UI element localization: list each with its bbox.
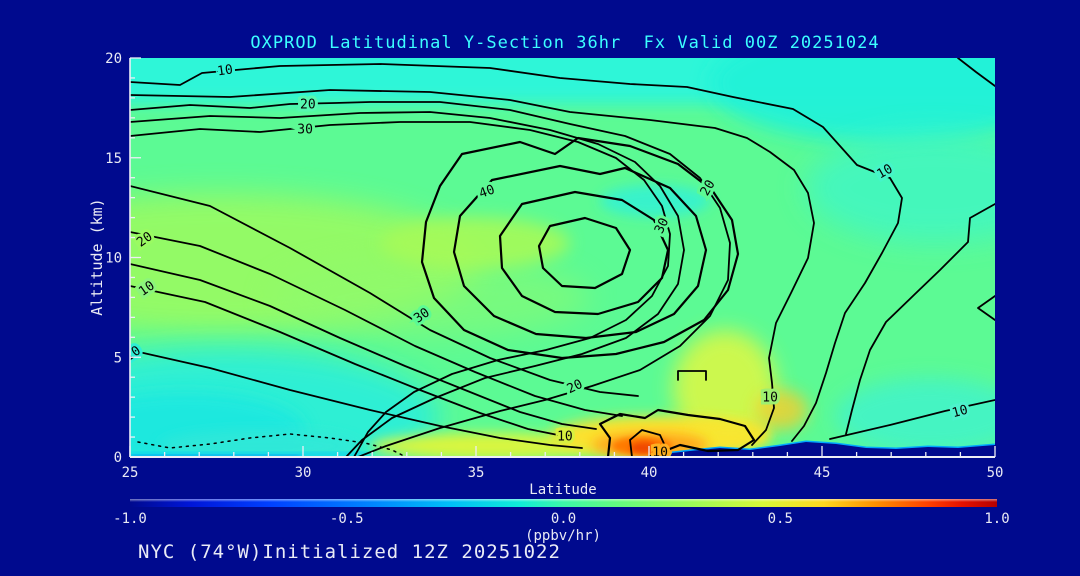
colorbar-tick-label: -1.0 [113,511,147,527]
contour-line [845,203,995,435]
contour-line [130,263,597,430]
y-tick-label: 20 [105,51,122,67]
contour-value-label: 10 [216,62,234,79]
colorbar-unit-label: (ppbv/hr) [525,528,601,544]
contour-line [957,58,995,87]
contour-value-label: 20 [300,98,316,113]
y-tick-label: 15 [105,151,122,167]
colorbar-tick-label: 0.0 [550,511,577,527]
contour-ring [452,164,708,340]
run-info-text: NYC (74°W)Initialized 12Z 20251022 [138,541,561,563]
contour-line [130,63,903,442]
x-tick-label: 25 [122,465,139,481]
contour-value-label: 10 [557,430,573,445]
axis-tick-labels: 25 30 35 40 45 50 0 5 10 15 20 [105,51,1003,481]
x-tick-label: 40 [641,465,658,481]
colorbar-tick-label: -0.5 [329,511,364,527]
axes [129,57,996,458]
contour-line-dotted [137,433,407,457]
contour-line [130,185,639,397]
y-tick-label: 5 [114,350,122,366]
contour-line [629,429,667,457]
contour-line [130,285,569,438]
surface-hotspot-red-core [630,442,658,454]
contour-lines [130,58,995,457]
contour-ring [420,136,740,360]
colorbar-tick-label: 1.0 [984,511,1010,527]
x-tick-label: 35 [468,465,485,481]
x-tick-label: 50 [987,465,1004,481]
contour-value-label: 10 [762,390,778,405]
colorbar-highlight [130,499,997,502]
negative-surface-strip [670,442,995,457]
contour-value-label: 10 [652,446,668,461]
y-tick-label: 0 [114,450,122,466]
contour-line [677,370,707,381]
contour-line [598,408,756,457]
colorbar-tick-labels: -1.0 -0.5 0.0 0.5 1.0 [113,511,1010,527]
x-tick-label: 45 [814,465,831,481]
contour-value-label: 30 [297,123,313,138]
contour-line [130,231,623,417]
y-tick-label: 10 [105,251,122,267]
x-axis-title: Latitude [529,482,597,498]
x-tick-label: 30 [295,465,312,481]
fill-layer [130,58,995,457]
colorbar-gradient [130,499,997,507]
contour-line [829,399,995,440]
contour-line [130,101,731,457]
contour-line [130,89,815,446]
contour-line [130,349,583,449]
colorbar-tick-label: 0.5 [767,511,793,527]
contour-ring [537,216,632,290]
contour-line [977,295,995,321]
chart-title: OXPROD Latitudinal Y-Section 36hr Fx Val… [250,33,880,53]
contour-ring [498,190,670,316]
